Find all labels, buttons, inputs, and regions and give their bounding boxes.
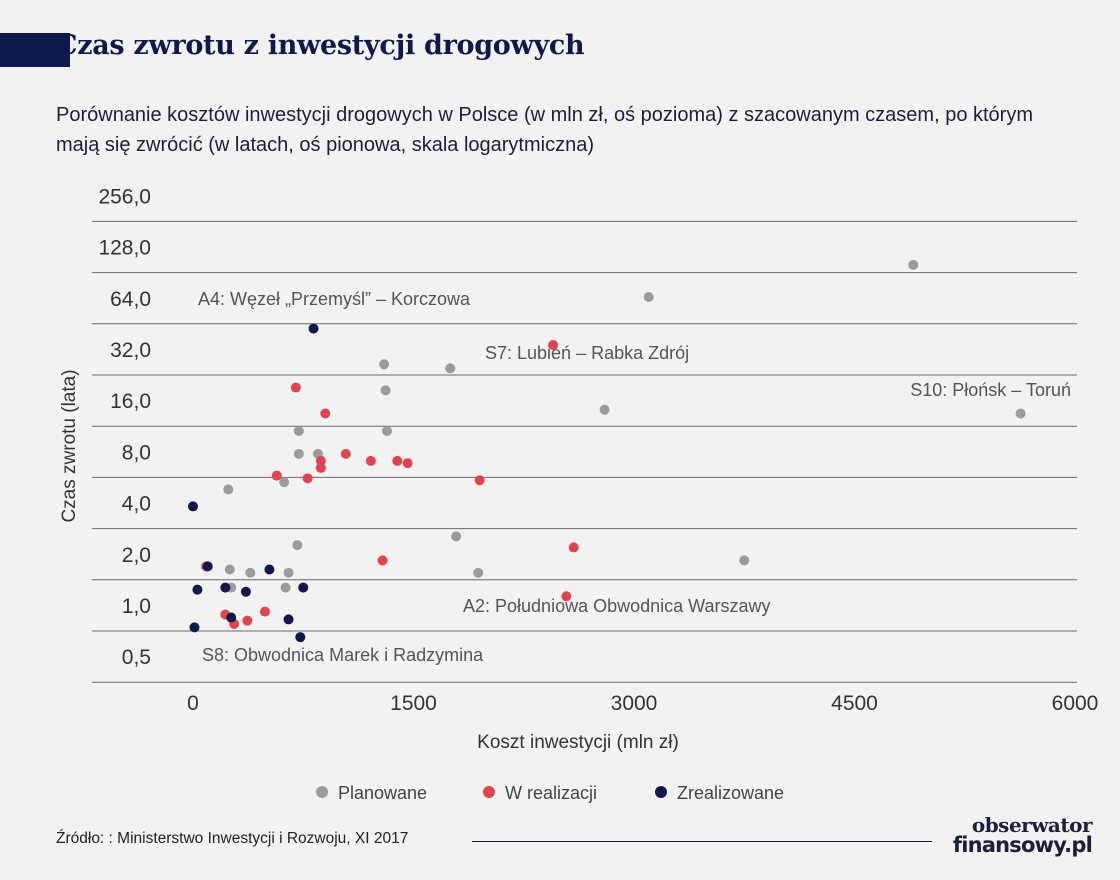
scatter-point bbox=[220, 582, 231, 593]
scatter-point bbox=[445, 363, 456, 374]
scatter-point bbox=[392, 455, 403, 466]
legend-dot-completed bbox=[655, 786, 667, 798]
scatter-point bbox=[245, 567, 256, 578]
scatter-point bbox=[189, 622, 200, 633]
legend-item-planned: Planowane bbox=[316, 783, 427, 804]
scatter-point bbox=[315, 455, 326, 466]
y-tick-label: 256,0 bbox=[98, 185, 151, 208]
y-tick-label: 8,0 bbox=[122, 441, 151, 464]
scatter-point bbox=[226, 612, 237, 623]
grid-lines bbox=[92, 220, 1077, 683]
brand-logo: obserwator finansowy.pl bbox=[952, 813, 1093, 857]
annotation-label: S7: Lubień – Rabka Zdrój bbox=[485, 343, 689, 363]
scatter-point bbox=[380, 385, 391, 396]
scatter-point bbox=[293, 425, 304, 436]
scatter-point bbox=[295, 632, 306, 643]
y-tick-label: 2,0 bbox=[122, 544, 151, 567]
scatter-point bbox=[298, 582, 309, 593]
x-tick-label: 4500 bbox=[831, 692, 878, 715]
annotation-label: S10: Płońsk – Toruń bbox=[910, 380, 1071, 400]
scatter-point bbox=[271, 470, 282, 481]
source-note: Źródło: : Ministerstwo Inwestycji i Rozw… bbox=[56, 830, 409, 847]
chart-title: Czas zwrotu z inwestycji drogowych bbox=[56, 30, 585, 61]
y-tick-label: 1,0 bbox=[122, 595, 151, 618]
y-tick-labels: 0,5 1,0 2,0 4,0 8,0 16,0 32,0 64,0 128,0 256,0 bbox=[98, 185, 151, 669]
y-tick-label: 128,0 bbox=[98, 237, 151, 260]
x-axis-label: Koszt inwestycji (mln zł) bbox=[477, 732, 679, 753]
scatter-point bbox=[302, 473, 313, 484]
y-tick-label: 0,5 bbox=[122, 646, 151, 669]
scatter-point bbox=[283, 567, 294, 578]
scatter-point bbox=[739, 555, 750, 566]
data-points bbox=[188, 259, 1026, 643]
x-tick-labels: 0 1500 3000 4500 6000 bbox=[187, 692, 1098, 715]
annotation-label: S8: Obwodnica Marek i Radzymina bbox=[202, 645, 484, 665]
legend-dot-planned bbox=[316, 786, 328, 798]
y-axis-label: Czas zwrotu (lata) bbox=[59, 369, 80, 522]
scatter-point bbox=[279, 477, 290, 488]
legend-dot-in-progress bbox=[483, 786, 495, 798]
scatter-point bbox=[382, 425, 393, 436]
scatter-point bbox=[643, 291, 654, 302]
y-tick-label: 4,0 bbox=[122, 493, 151, 516]
x-tick-label: 3000 bbox=[611, 692, 658, 715]
footer-divider bbox=[472, 841, 932, 842]
scatter-point bbox=[224, 564, 235, 575]
legend-label-completed: Zrealizowane bbox=[677, 783, 785, 803]
x-tick-label: 0 bbox=[187, 692, 199, 715]
scatter-point bbox=[292, 540, 303, 551]
legend-label-in-progress: W realizacji bbox=[505, 783, 598, 803]
scatter-point bbox=[474, 475, 485, 486]
y-tick-label: 32,0 bbox=[110, 339, 151, 362]
scatter-point bbox=[377, 555, 388, 566]
y-tick-label: 64,0 bbox=[110, 288, 151, 311]
scatter-point bbox=[315, 462, 326, 473]
scatter-point bbox=[451, 531, 462, 542]
annotations: A4: Węzeł „Przemyśl” – Korczowa S7: Lubie… bbox=[198, 289, 1071, 665]
title-accent-bar bbox=[0, 33, 70, 67]
scatter-point bbox=[340, 448, 351, 459]
legend-item-in-progress: W realizacji bbox=[483, 783, 597, 804]
legend-item-completed: Zrealizowane bbox=[655, 783, 784, 804]
annotation-label: A2: Południowa Obwodnica Warszawy bbox=[463, 596, 770, 616]
scatter-point bbox=[908, 259, 919, 270]
legend-label-planned: Planowane bbox=[338, 783, 428, 803]
y-tick-label: 16,0 bbox=[110, 390, 151, 413]
scatter-point bbox=[365, 455, 376, 466]
scatter-point bbox=[242, 615, 253, 626]
scatter-point bbox=[283, 614, 294, 625]
scatter-point bbox=[320, 408, 331, 419]
scatter-point bbox=[379, 359, 390, 370]
scatter-point bbox=[264, 564, 275, 575]
scatter-point bbox=[188, 501, 198, 512]
scatter-point bbox=[192, 584, 203, 595]
scatter-point bbox=[260, 606, 271, 617]
scatter-point bbox=[293, 448, 304, 459]
scatter-point bbox=[202, 561, 213, 572]
scatter-point bbox=[1015, 408, 1026, 419]
logo-line1: obserwator bbox=[971, 813, 1093, 837]
logo-line2: finansowy.pl bbox=[952, 833, 1093, 857]
scatter-point bbox=[223, 484, 234, 495]
x-tick-label: 6000 bbox=[1052, 692, 1099, 715]
scatter-point bbox=[240, 586, 251, 597]
chart-subtitle: Porównanie kosztów inwestycji drogowych … bbox=[56, 104, 1034, 156]
scatter-point bbox=[308, 323, 319, 334]
annotation-label: A4: Węzeł „Przemyśl” – Korczowa bbox=[198, 289, 471, 309]
scatter-point bbox=[599, 404, 610, 415]
scatter-point bbox=[290, 382, 301, 393]
scatter-point bbox=[561, 591, 572, 602]
scatter-point bbox=[548, 340, 559, 351]
x-tick-label: 1500 bbox=[390, 692, 437, 715]
scatter-point bbox=[473, 567, 484, 578]
scatter-point bbox=[402, 458, 413, 469]
scatter-point bbox=[568, 542, 579, 553]
scatter-point bbox=[280, 582, 291, 593]
